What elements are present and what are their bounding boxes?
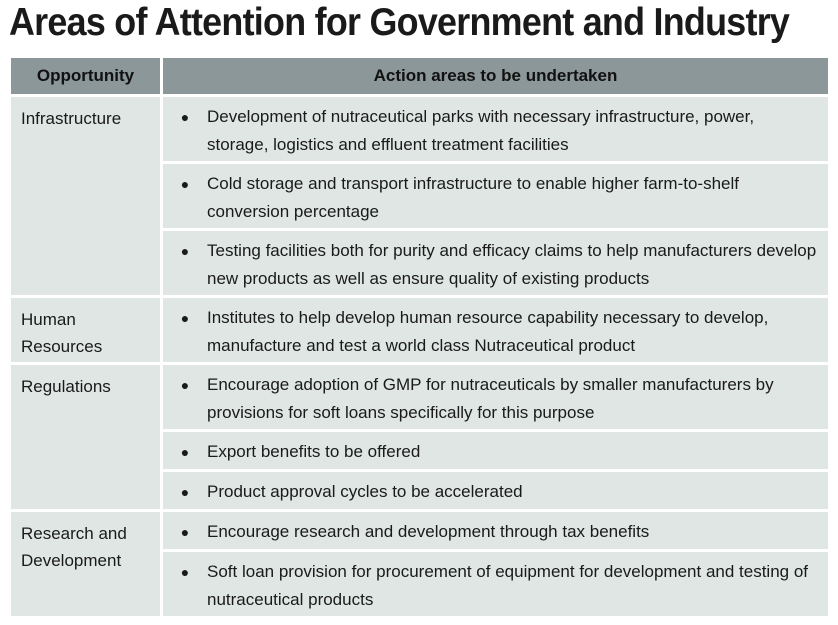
action-list: ● Institutes to help develop human resou… <box>163 298 828 362</box>
action-list: ● Encourage adoption of GMP for nutraceu… <box>163 365 828 509</box>
action-item: ● Export benefits to be offered <box>163 432 828 469</box>
opportunity-cell: Infrastructure <box>11 97 160 295</box>
bullet-icon: ● <box>180 109 190 125</box>
bullet-icon: ● <box>180 377 190 393</box>
action-text: Cold storage and transport infrastructur… <box>207 174 739 221</box>
bullet-icon: ● <box>180 176 190 192</box>
opportunity-cell: Human Resources <box>11 298 160 362</box>
action-text: Testing facilities both for purity and e… <box>207 241 817 288</box>
action-text: Encourage research and development throu… <box>207 522 650 541</box>
action-text: Product approval cycles to be accelerate… <box>207 482 523 501</box>
action-list: ● Development of nutraceutical parks wit… <box>163 97 828 295</box>
action-list: ● Encourage research and development thr… <box>163 512 828 616</box>
table-row-human-resources: Human Resources ● Institutes to help dev… <box>11 298 828 362</box>
table-header-row: Opportunity Action areas to be undertake… <box>11 58 828 94</box>
bullet-icon: ● <box>180 310 190 326</box>
action-item: ● Cold storage and transport infrastruct… <box>163 164 828 228</box>
action-item: ● Encourage adoption of GMP for nutraceu… <box>163 365 828 429</box>
opportunity-cell: Research and Development <box>11 512 160 616</box>
action-text: Soft loan provision for procurement of e… <box>207 562 809 609</box>
opportunity-cell: Regulations <box>11 365 160 509</box>
action-item: ● Institutes to help develop human resou… <box>163 298 828 362</box>
action-item: ● Encourage research and development thr… <box>163 512 828 549</box>
table-row-regulations: Regulations ● Encourage adoption of GMP … <box>11 365 828 509</box>
action-areas-table: Opportunity Action areas to be undertake… <box>11 58 828 616</box>
bullet-icon: ● <box>180 524 190 540</box>
header-opportunity: Opportunity <box>11 58 160 94</box>
bullet-icon: ● <box>180 444 190 460</box>
action-text: Development of nutraceutical parks with … <box>207 107 755 154</box>
bullet-icon: ● <box>180 564 190 580</box>
action-item: ● Soft loan provision for procurement of… <box>163 552 828 616</box>
table-row-research-development: Research and Development ● Encourage res… <box>11 512 828 616</box>
action-item: ● Development of nutraceutical parks wit… <box>163 97 828 161</box>
action-item: ● Testing facilities both for purity and… <box>163 231 828 295</box>
bullet-icon: ● <box>180 484 190 500</box>
action-item: ● Product approval cycles to be accelera… <box>163 472 828 509</box>
page-title: Areas of Attention for Government and In… <box>9 1 790 44</box>
action-text: Institutes to help develop human resourc… <box>207 308 769 355</box>
action-text: Export benefits to be offered <box>207 442 421 461</box>
table-row-infrastructure: Infrastructure ● Development of nutraceu… <box>11 97 828 295</box>
header-action-areas: Action areas to be undertaken <box>163 58 828 94</box>
bullet-icon: ● <box>180 243 190 259</box>
action-text: Encourage adoption of GMP for nutraceuti… <box>207 375 774 422</box>
